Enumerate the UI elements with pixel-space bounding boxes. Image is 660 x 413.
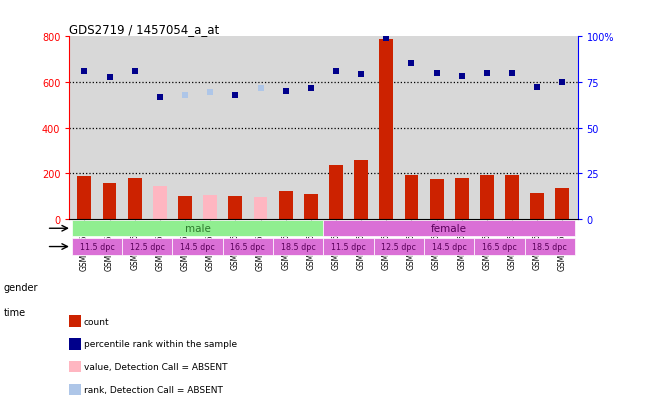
Bar: [128, 178, 142, 220]
Bar: [323, 221, 575, 237]
Text: 14.5 dpc: 14.5 dpc: [180, 242, 215, 252]
Point: [457, 73, 467, 80]
Bar: [405, 175, 418, 220]
Text: 16.5 dpc: 16.5 dpc: [230, 242, 265, 252]
Point: [306, 85, 316, 92]
Bar: [72, 239, 122, 255]
Bar: [122, 239, 172, 255]
Bar: [374, 239, 424, 255]
Text: value, Detection Call = ABSENT: value, Detection Call = ABSENT: [84, 362, 227, 371]
Bar: [329, 166, 343, 220]
Bar: [304, 195, 317, 220]
Bar: [203, 196, 217, 220]
Bar: [279, 191, 292, 220]
Text: 14.5 dpc: 14.5 dpc: [432, 242, 467, 252]
Bar: [531, 193, 544, 220]
Point: [205, 90, 215, 97]
Text: female: female: [431, 224, 467, 234]
Bar: [430, 180, 444, 220]
Point: [557, 80, 568, 87]
Bar: [153, 187, 167, 220]
Text: rank, Detection Call = ABSENT: rank, Detection Call = ABSENT: [84, 385, 222, 394]
Point: [507, 71, 517, 77]
Point: [356, 71, 366, 78]
Bar: [273, 239, 323, 255]
Text: 16.5 dpc: 16.5 dpc: [482, 242, 517, 252]
Bar: [424, 239, 475, 255]
Point: [532, 85, 543, 91]
Point: [432, 71, 442, 77]
Text: count: count: [84, 317, 110, 326]
Point: [129, 69, 140, 75]
Bar: [475, 239, 525, 255]
Point: [104, 75, 115, 81]
Bar: [178, 197, 192, 220]
Bar: [354, 160, 368, 220]
Text: gender: gender: [3, 282, 38, 292]
Bar: [480, 175, 494, 220]
Text: percentile rank within the sample: percentile rank within the sample: [84, 339, 237, 349]
Point: [255, 85, 266, 92]
Bar: [253, 198, 267, 220]
Text: 18.5 dpc: 18.5 dpc: [533, 242, 567, 252]
Text: 11.5 dpc: 11.5 dpc: [331, 242, 366, 252]
Point: [230, 92, 241, 99]
Bar: [72, 221, 323, 237]
Text: time: time: [3, 307, 26, 317]
Bar: [455, 178, 469, 220]
Point: [79, 68, 90, 75]
Bar: [223, 239, 273, 255]
Point: [180, 93, 190, 99]
Text: 11.5 dpc: 11.5 dpc: [80, 242, 114, 252]
Bar: [505, 175, 519, 220]
Point: [482, 71, 492, 77]
Bar: [77, 176, 91, 220]
Bar: [556, 189, 570, 220]
Point: [381, 36, 391, 42]
Point: [406, 60, 416, 66]
Bar: [525, 239, 575, 255]
Text: 12.5 dpc: 12.5 dpc: [381, 242, 416, 252]
Text: 18.5 dpc: 18.5 dpc: [280, 242, 315, 252]
Point: [280, 88, 291, 95]
Bar: [172, 239, 223, 255]
Text: GDS2719 / 1457054_a_at: GDS2719 / 1457054_a_at: [69, 23, 220, 36]
Point: [331, 69, 341, 75]
Bar: [103, 183, 116, 220]
Text: male: male: [185, 224, 211, 234]
Bar: [323, 239, 374, 255]
Bar: [228, 197, 242, 220]
Text: 12.5 dpc: 12.5 dpc: [130, 242, 165, 252]
Point: [154, 95, 165, 101]
Bar: [379, 40, 393, 220]
